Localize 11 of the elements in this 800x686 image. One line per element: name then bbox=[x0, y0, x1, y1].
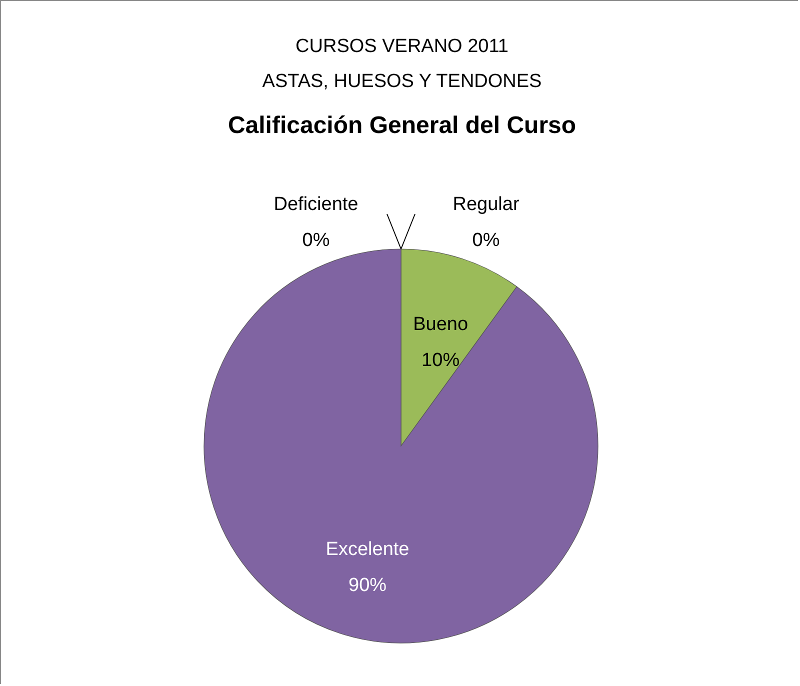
slice-label: Excelente bbox=[326, 539, 410, 560]
slice-label: Bueno bbox=[413, 314, 468, 336]
category-label: Deficiente bbox=[274, 194, 358, 215]
category-label: Regular bbox=[452, 194, 520, 215]
chart-title: Calificación General del Curso bbox=[228, 112, 576, 139]
pie-slice bbox=[204, 248, 598, 643]
data-label: 10% bbox=[422, 350, 460, 372]
text: 0% bbox=[302, 230, 330, 251]
data-label: 90% bbox=[348, 575, 387, 596]
text: 0% bbox=[472, 230, 500, 251]
chart-subtitle: CURSOS VERANO 2011 ASTAS, HUESOS Y TENDONES bbox=[262, 36, 542, 92]
